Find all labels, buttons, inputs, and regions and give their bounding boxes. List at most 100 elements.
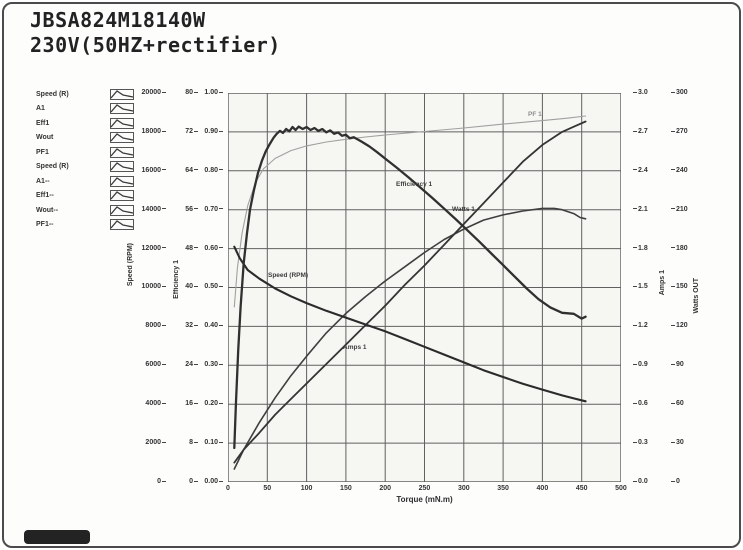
legend-item[interactable]: Speed (R)	[36, 161, 134, 173]
tick-label: 1.5	[633, 283, 649, 291]
curve-preview-icon[interactable]	[110, 146, 134, 158]
tick-label: 0.20	[202, 400, 223, 408]
tick-label: 0.70	[202, 206, 223, 214]
curve-eff1	[233, 125, 587, 450]
tick-label: 8	[182, 439, 198, 447]
tick-label: 0.10	[202, 439, 223, 447]
tick-label: 1.8	[633, 245, 649, 253]
tick-label: 8000	[134, 322, 166, 330]
bottom-edge-button[interactable]	[24, 530, 90, 544]
curve-preview-icon[interactable]	[110, 190, 134, 202]
legend-panel: Speed (R) A1 Eff1 Wout PF1 Speed (R) A1-- Eff1-…	[36, 88, 134, 231]
efficiency-curve-label: Efficiency 1	[396, 181, 433, 188]
amps-axis-label: Amps 1	[659, 270, 666, 296]
tick-label: 64	[182, 167, 198, 175]
legend-item[interactable]: Wout--	[36, 204, 134, 216]
curve-preview-icon[interactable]	[110, 204, 134, 216]
tick-label: 0.30	[202, 361, 223, 369]
tick-label: 0.90	[202, 128, 223, 136]
tick-label: 90	[671, 361, 693, 369]
legend-item[interactable]: A1--	[36, 175, 134, 187]
curve-preview-icon[interactable]	[110, 88, 134, 100]
tick-label: 200	[379, 485, 392, 492]
tick-label: 10000	[134, 283, 166, 291]
watts-axis-ticks: 300 270 240 210 180 150 120 90 60 30 0	[671, 89, 693, 486]
tick-label: 2.4	[633, 167, 649, 175]
curve-preview-icon[interactable]	[110, 132, 134, 144]
legend-item-label: PF1--	[36, 221, 54, 229]
tick-label: 16000	[134, 167, 166, 175]
tick-label: 0.80	[202, 167, 223, 175]
legend-item[interactable]: Speed (R)	[36, 88, 134, 100]
tick-label: 180	[671, 245, 693, 253]
legend-item-label: Eff1--	[36, 192, 54, 200]
tick-label: 0	[182, 478, 198, 486]
tick-label: 20000	[134, 89, 166, 97]
curve-wout	[233, 207, 587, 470]
tick-label: 450	[575, 485, 588, 492]
tick-label: 24	[182, 361, 198, 369]
tick-label: 150	[340, 485, 352, 492]
tick-label: 72	[182, 128, 198, 136]
legend-item[interactable]: PF1--	[36, 219, 134, 231]
curve-preview-icon[interactable]	[110, 161, 134, 173]
legend-item[interactable]: A1	[36, 103, 134, 115]
curve-preview-icon[interactable]	[110, 117, 134, 129]
tick-label: 120	[671, 322, 693, 330]
speed-axis-label: Speed (RPM)	[127, 243, 134, 287]
tick-label: 4000	[134, 400, 166, 408]
tick-label: 6000	[134, 361, 166, 369]
tick-label: 0	[226, 485, 230, 492]
legend-item-label: PF1	[36, 148, 49, 156]
curve-preview-icon[interactable]	[110, 103, 134, 115]
legend-item-label: Eff1	[36, 119, 50, 127]
report-subtitle: 230V(50HZ+rectifier)	[30, 33, 281, 57]
efficiency-axis-label: Efficiency 1	[173, 260, 180, 299]
tick-label: 240	[671, 167, 693, 175]
tick-label: 0.0	[633, 478, 649, 486]
curve-preview-icon[interactable]	[110, 219, 134, 231]
legend-item-label: Wout--	[36, 206, 59, 214]
efficiency-axis-ticks: 80 72 64 56 48 40 32 24 16 8 0	[182, 89, 198, 486]
legend-item[interactable]: PF1	[36, 146, 134, 158]
pf-axis-ticks: 1.00 0.90 0.80 0.70 0.60 0.50 0.40 0.30 0.20 0.10…	[202, 89, 223, 486]
curve-a1	[233, 120, 587, 464]
tick-label: 150	[671, 283, 693, 291]
tick-label: 3.0	[633, 89, 649, 97]
tick-label: 0.50	[202, 283, 223, 291]
tick-label: 300	[457, 485, 470, 492]
legend-item[interactable]: Eff1	[36, 117, 134, 129]
watts-axis-label: Watts OUT	[693, 278, 700, 314]
tick-label: 250	[418, 485, 431, 492]
tick-label: 0.60	[202, 245, 223, 253]
tick-label: 270	[671, 128, 693, 136]
tick-label: 0.00	[202, 478, 223, 486]
tick-label: 80	[182, 89, 198, 97]
chart-plot-area	[228, 93, 621, 482]
tick-label: 0	[134, 478, 166, 486]
amps-curve-label: Amps 1	[343, 344, 367, 351]
speed-curve-label: Speed (RPM)	[268, 272, 309, 279]
legend-item[interactable]: Wout	[36, 132, 134, 144]
tick-label: 56	[182, 206, 198, 214]
legend-item-label: Speed (R)	[36, 90, 69, 98]
tick-label: 0	[671, 478, 693, 486]
tick-label: 0.9	[633, 361, 649, 369]
tick-label: 100	[300, 485, 313, 492]
tick-label: 40	[182, 283, 198, 291]
tick-label: 300	[671, 89, 693, 97]
legend-item[interactable]: Eff1--	[36, 190, 134, 202]
tick-label: 1.2	[633, 322, 649, 330]
curve-speed-r-	[233, 245, 587, 403]
tick-label: 500	[615, 485, 627, 492]
tick-label: 32	[182, 322, 198, 330]
tick-label: 210	[671, 206, 693, 214]
x-axis-ticks: 0 50 100 150 200 250 300 350 400 450 500	[218, 485, 631, 492]
tick-label: 50	[263, 485, 272, 492]
curve-preview-icon[interactable]	[110, 175, 134, 187]
tick-label: 0.40	[202, 322, 223, 330]
legend-item-label: A1--	[36, 177, 50, 185]
tick-label: 12000	[134, 245, 166, 253]
watts-curve-label: Watts 1	[452, 206, 475, 213]
tick-label: 1.00	[202, 89, 223, 97]
